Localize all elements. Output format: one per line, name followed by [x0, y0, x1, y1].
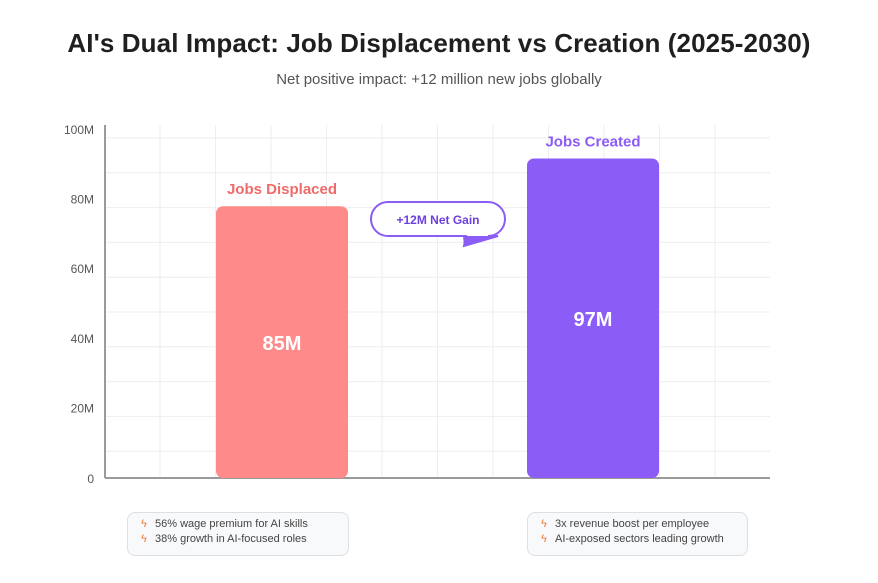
- callout-displaced: ϟ 56% wage premium for AI skills ϟ 38% gro…: [127, 512, 349, 556]
- lightning-icon: ϟ: [141, 518, 147, 530]
- chart-subtitle: Net positive impact: +12 million new job…: [276, 71, 602, 88]
- bar-value-label: 97M: [574, 309, 613, 331]
- net-gain-annotation: +12M Net Gain: [370, 201, 506, 248]
- bar-value-label: 85M: [263, 333, 302, 355]
- y-tick-label: 40M: [71, 332, 94, 346]
- lightning-icon: ϟ: [541, 533, 547, 545]
- callout-text: 3x revenue boost per employee: [555, 518, 710, 530]
- category-label: Jobs Displaced: [227, 181, 337, 198]
- callout-item: ϟ 38% growth in AI-focused roles: [141, 532, 338, 547]
- bar: [216, 206, 348, 478]
- chart-title: AI's Dual Impact: Job Displacement vs Cr…: [67, 28, 811, 58]
- annotation-text: +12M Net Gain: [396, 213, 479, 227]
- y-tick-label: 100M: [64, 123, 94, 137]
- lightning-icon: ϟ: [541, 518, 547, 530]
- lightning-icon: ϟ: [141, 533, 147, 545]
- annotation-tail: [463, 236, 497, 246]
- y-tick-label: 80M: [71, 193, 94, 207]
- callout-text: 56% wage premium for AI skills: [155, 518, 308, 530]
- callout-item: ϟ AI-exposed sectors leading growth: [541, 532, 737, 547]
- callout-text: 38% growth in AI-focused roles: [155, 533, 307, 545]
- callout-item: ϟ 56% wage premium for AI skills: [141, 517, 338, 532]
- callout-created: ϟ 3x revenue boost per employee ϟ AI-expos…: [527, 512, 748, 556]
- bar: [527, 158, 659, 478]
- annotation-bubble: [370, 201, 506, 248]
- y-tick-label: 0: [87, 472, 94, 486]
- y-tick-label: 60M: [71, 262, 94, 276]
- y-tick-label: 20M: [71, 401, 94, 415]
- callout-text: AI-exposed sectors leading growth: [555, 533, 724, 545]
- category-label: Jobs Created: [545, 133, 640, 150]
- callout-item: ϟ 3x revenue boost per employee: [541, 517, 737, 532]
